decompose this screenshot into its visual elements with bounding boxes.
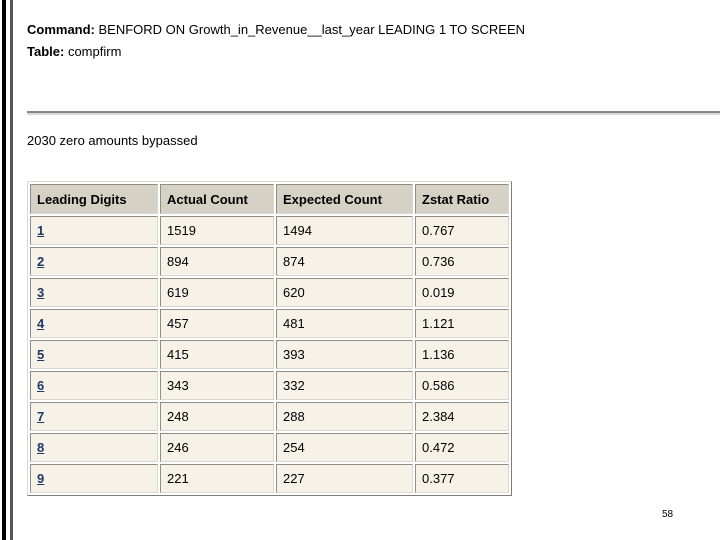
leading-digit-link[interactable]: 3 — [37, 285, 45, 300]
expected-count-cell: 254 — [276, 433, 413, 462]
column-header: Zstat Ratio — [415, 184, 509, 214]
column-header: Leading Digits — [30, 184, 158, 214]
expected-count-cell: 332 — [276, 371, 413, 400]
table-row: 4 457 481 1.121 — [30, 309, 509, 338]
horizontal-rule — [27, 111, 720, 115]
expected-count-cell: 874 — [276, 247, 413, 276]
actual-count-cell: 619 — [160, 278, 274, 307]
expected-count-cell: 481 — [276, 309, 413, 338]
expected-count-cell: 227 — [276, 464, 413, 493]
column-header: Actual Count — [160, 184, 274, 214]
leading-digit-cell: 1 — [30, 216, 158, 245]
header-row: Leading Digits Actual Count Expected Count… — [30, 184, 509, 214]
table-row: 5 415 393 1.136 — [30, 340, 509, 369]
actual-count-cell: 415 — [160, 340, 274, 369]
leading-digit-cell: 2 — [30, 247, 158, 276]
expected-count-cell: 620 — [276, 278, 413, 307]
zstat-ratio-cell: 0.019 — [415, 278, 509, 307]
leading-digit-link[interactable]: 7 — [37, 409, 45, 424]
table-row: 7 248 288 2.384 — [30, 402, 509, 431]
zstat-ratio-cell: 1.121 — [415, 309, 509, 338]
table-row: 6 343 332 0.586 — [30, 371, 509, 400]
expected-count-cell: 288 — [276, 402, 413, 431]
command-label: Command: — [27, 22, 95, 37]
table-row: 9 221 227 0.377 — [30, 464, 509, 493]
table-line: Table: compfirm — [27, 41, 525, 63]
command-line: Command: BENFORD ON Growth_in_Revenue__l… — [27, 19, 525, 41]
zstat-ratio-cell: 0.736 — [415, 247, 509, 276]
zstat-ratio-cell: 1.136 — [415, 340, 509, 369]
leading-digit-link[interactable]: 5 — [37, 347, 45, 362]
leading-digit-cell: 7 — [30, 402, 158, 431]
actual-count-cell: 221 — [160, 464, 274, 493]
actual-count-cell: 248 — [160, 402, 274, 431]
expected-count-cell: 393 — [276, 340, 413, 369]
leading-digit-link[interactable]: 6 — [37, 378, 45, 393]
benford-table-body: 1 1519 1494 0.767 2 894 874 0.736 3 619 620 0.019 4 4… — [30, 216, 509, 493]
actual-count-cell: 894 — [160, 247, 274, 276]
command-text: BENFORD ON Growth_in_Revenue__last_year … — [98, 22, 526, 37]
table-row: 2 894 874 0.736 — [30, 247, 509, 276]
leading-digit-link[interactable]: 1 — [37, 223, 45, 238]
table-label: Table: — [27, 44, 65, 59]
column-header: Expected Count — [276, 184, 413, 214]
actual-count-cell: 457 — [160, 309, 274, 338]
table-name: compfirm — [67, 44, 122, 59]
bypass-note: 2030 zero amounts bypassed — [27, 133, 198, 148]
leading-digit-link[interactable]: 2 — [37, 254, 45, 269]
table-row: 8 246 254 0.472 — [30, 433, 509, 462]
table-row: 1 1519 1494 0.767 — [30, 216, 509, 245]
leading-digit-cell: 3 — [30, 278, 158, 307]
leading-digit-link[interactable]: 9 — [37, 471, 45, 486]
actual-count-cell: 343 — [160, 371, 274, 400]
benford-results-table: Leading Digits Actual Count Expected Count… — [27, 181, 512, 496]
left-gray-bar — [10, 0, 13, 540]
leading-digit-cell: 5 — [30, 340, 158, 369]
left-black-bar — [2, 0, 6, 540]
leading-digit-cell: 9 — [30, 464, 158, 493]
zstat-ratio-cell: 2.384 — [415, 402, 509, 431]
page-number: 58 — [662, 509, 674, 520]
table-row: 3 619 620 0.019 — [30, 278, 509, 307]
zstat-ratio-cell: 0.377 — [415, 464, 509, 493]
actual-count-cell: 246 — [160, 433, 274, 462]
actual-count-cell: 1519 — [160, 216, 274, 245]
leading-digit-cell: 6 — [30, 371, 158, 400]
leading-digit-link[interactable]: 8 — [37, 440, 45, 455]
zstat-ratio-cell: 0.472 — [415, 433, 509, 462]
command-block: Command: BENFORD ON Growth_in_Revenue__l… — [27, 19, 525, 63]
expected-count-cell: 1494 — [276, 216, 413, 245]
leading-digit-cell: 4 — [30, 309, 158, 338]
leading-digit-link[interactable]: 4 — [37, 316, 45, 331]
zstat-ratio-cell: 0.586 — [415, 371, 509, 400]
leading-digit-cell: 8 — [30, 433, 158, 462]
zstat-ratio-cell: 0.767 — [415, 216, 509, 245]
